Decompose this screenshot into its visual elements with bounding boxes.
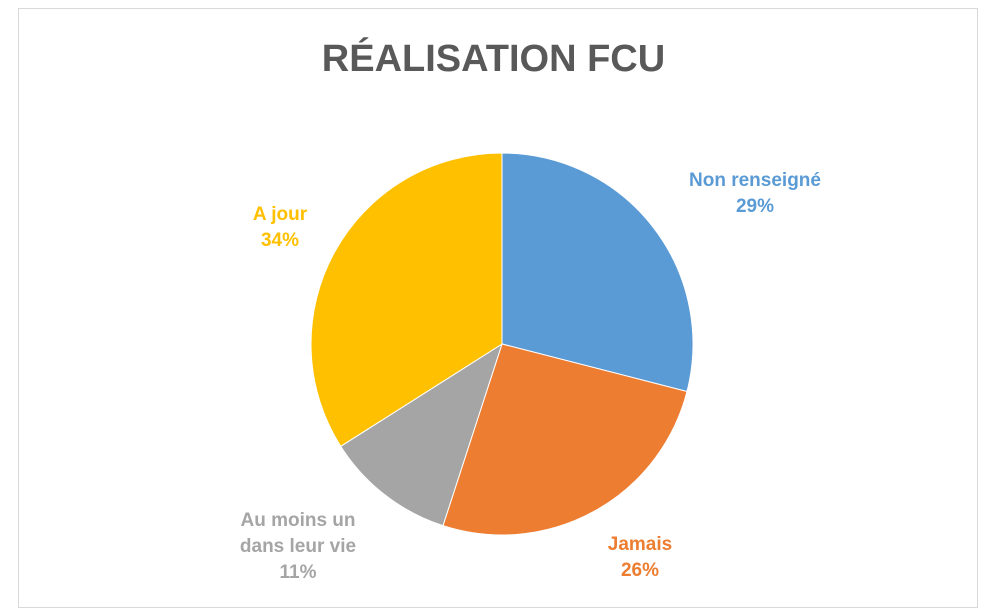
- value-label: 26%: [620, 560, 660, 581]
- pie-slice: [442, 343, 688, 536]
- value-label: 34%: [260, 230, 300, 251]
- pie-slice: [310, 152, 503, 448]
- data-label: A jour 34%: [220, 202, 340, 254]
- data-label: Non renseigné 29%: [655, 168, 855, 220]
- data-label: Au moins un dans leur vie 11%: [223, 508, 373, 586]
- category-label: Au moins un dans leur vie: [239, 510, 357, 557]
- data-label: Jamais 26%: [580, 532, 700, 584]
- value-label: 11%: [279, 562, 317, 583]
- pie-slice: [340, 342, 503, 527]
- pie-slice: [501, 152, 694, 393]
- category-label: Jamais: [607, 534, 673, 555]
- category-label: A jour: [252, 204, 308, 225]
- category-label: Non renseigné: [689, 170, 821, 191]
- value-label: 29%: [735, 196, 775, 217]
- chart-title: RÉALISATION FCU: [321, 38, 666, 80]
